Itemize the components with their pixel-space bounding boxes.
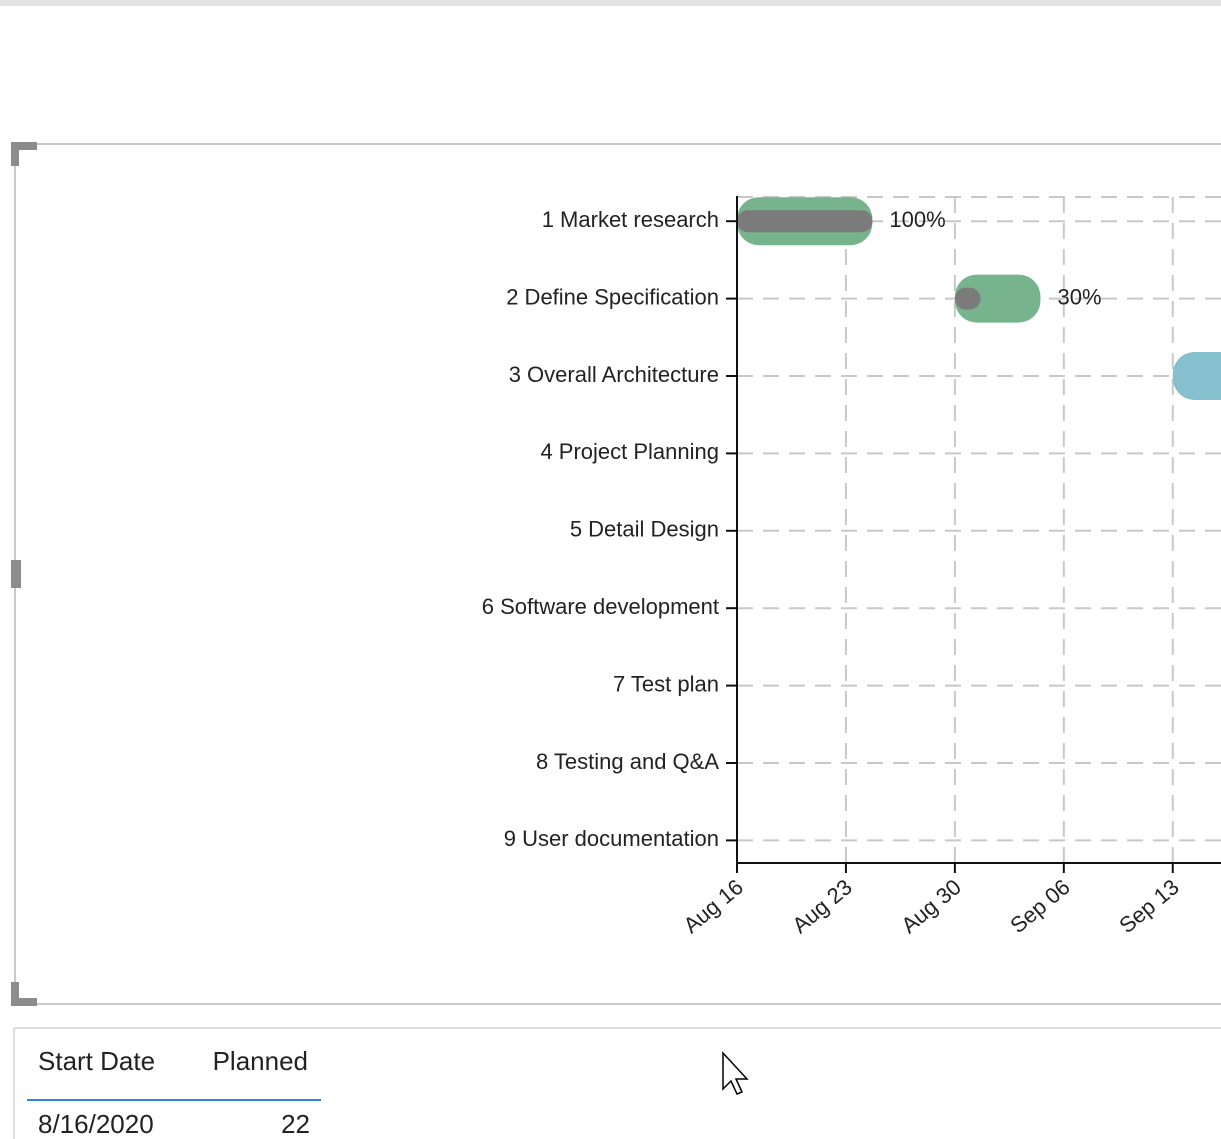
progress-label: 30% (1057, 284, 1101, 309)
resize-handle[interactable] (11, 982, 37, 1006)
progress-label: 100% (889, 207, 945, 232)
x-tick-label: Sep 06 (1005, 874, 1074, 938)
table-header[interactable]: Planned (213, 1046, 308, 1076)
progress-bar (737, 210, 873, 233)
visual-frame (14, 143, 1221, 1005)
task-bar (954, 274, 1041, 323)
y-tick-label: 4 Project Planning (540, 439, 719, 464)
x-tick-label: Aug 23 (787, 874, 856, 938)
resize-handle[interactable] (11, 560, 21, 588)
mouse-cursor (722, 1051, 749, 1095)
table-cell: 8/16/2020 (38, 1109, 154, 1139)
y-tick-label: 9 User documentation (504, 826, 719, 851)
table-header[interactable]: Start Date (38, 1046, 155, 1076)
gantt-chart: Aug 16 Aug 23 Aug 30 Sep 06 Sep 13 1 Market r… (482, 196, 1221, 938)
y-tick-label: 8 Testing and Q&A (536, 749, 719, 774)
progress-bar (954, 287, 981, 310)
table-cell: 22 (281, 1109, 310, 1139)
y-tick-label: 6 Software development (482, 594, 719, 619)
y-tick-label: 2 Define Specification (506, 284, 719, 309)
y-tick-label: 7 Test plan (613, 671, 719, 696)
x-tick-label: Sep 13 (1114, 874, 1183, 938)
task-bar (1172, 352, 1221, 400)
y-tick-label: 1 Market research (542, 207, 719, 232)
x-tick-label: Aug 16 (678, 874, 747, 938)
resize-handle[interactable] (11, 142, 37, 166)
top-bar (0, 0, 1221, 6)
x-tick-label: Aug 30 (896, 874, 965, 938)
y-tick-label: 3 Overall Architecture (509, 362, 719, 387)
y-tick-label: 5 Detail Design (570, 517, 719, 542)
